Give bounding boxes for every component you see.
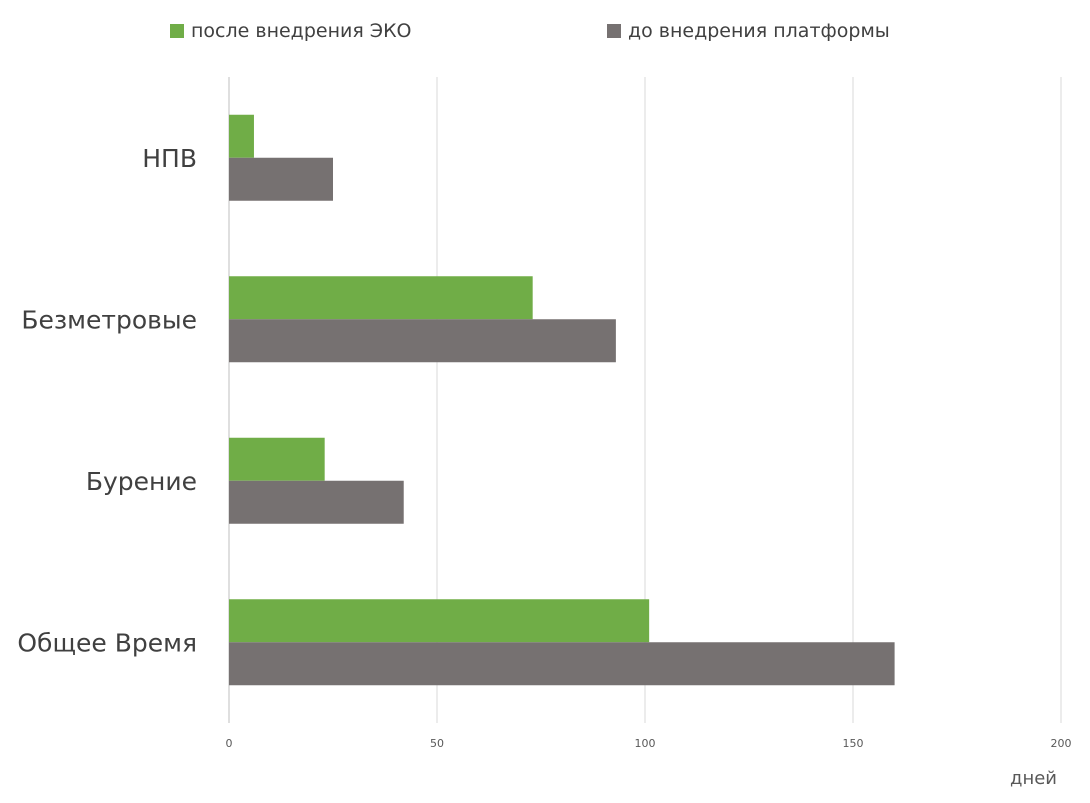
x-tick-label-100: 100 <box>635 737 656 750</box>
bar-after-eco-3[interactable] <box>229 599 650 643</box>
category-label-2: Бурение <box>86 467 197 496</box>
x-tick-label-0: 0 <box>226 737 233 750</box>
x-tick-label-150: 150 <box>843 737 864 750</box>
bar-after-eco-1[interactable] <box>229 276 533 320</box>
legend-swatch-after-eco <box>170 24 184 38</box>
bar-before-platform-2[interactable] <box>229 480 404 524</box>
legend-item-after-eco[interactable]: после внедрения ЭКО <box>170 20 412 42</box>
bars <box>229 114 895 686</box>
x-tick-label-200: 200 <box>1051 737 1072 750</box>
x-tick-label-50: 50 <box>430 737 444 750</box>
bar-after-eco-2[interactable] <box>229 437 325 481</box>
category-labels: НПВ Безметровые Бурение Общее Время <box>17 144 197 658</box>
legend-item-before-platform[interactable]: до внедрения платформы <box>607 20 890 42</box>
x-axis-label: дней <box>1010 768 1057 789</box>
legend-label-after-eco: после внедрения ЭКО <box>191 20 412 42</box>
bar-before-platform-0[interactable] <box>229 157 333 201</box>
bar-before-platform-3[interactable] <box>229 642 895 686</box>
category-label-0: НПВ <box>142 144 197 173</box>
x-tick-labels: 0 50 100 150 200 <box>226 737 1072 750</box>
category-label-1: Безметровые <box>21 305 197 334</box>
legend-swatch-before-platform <box>607 24 621 38</box>
bar-after-eco-0[interactable] <box>229 114 254 158</box>
category-label-3: Общее Время <box>17 628 197 657</box>
legend: после внедрения ЭКО до внедрения платфор… <box>0 20 1090 50</box>
bar-before-platform-1[interactable] <box>229 319 616 363</box>
legend-label-before-platform: до внедрения платформы <box>628 20 890 42</box>
